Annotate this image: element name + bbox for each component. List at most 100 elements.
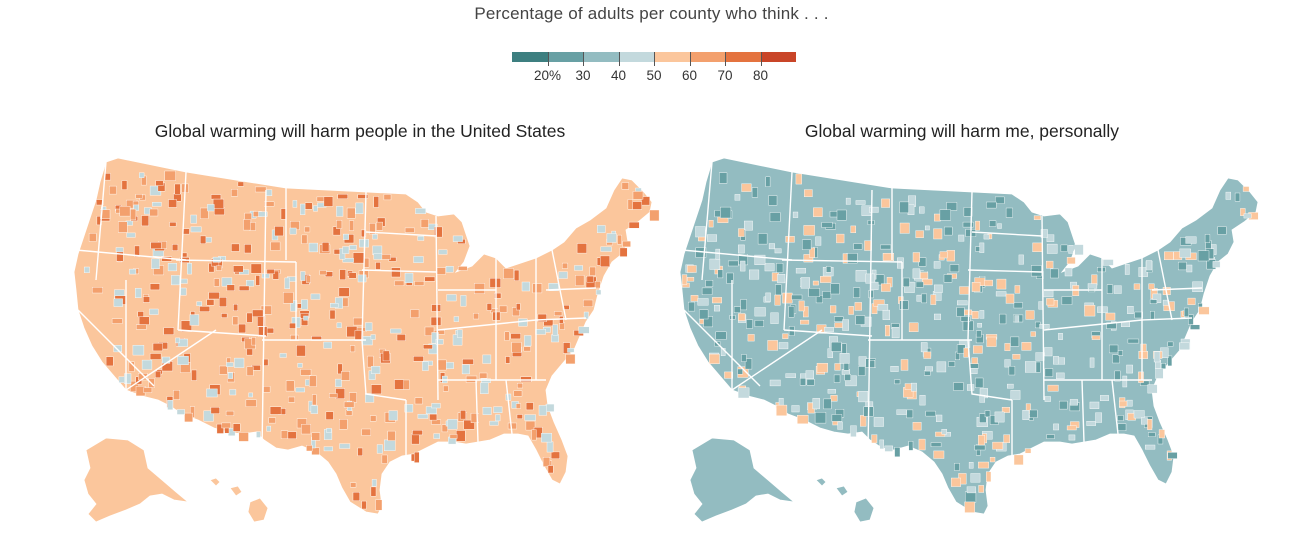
county-patch — [245, 399, 257, 408]
county-patch — [907, 204, 915, 216]
county-patch — [548, 283, 559, 292]
county-patch — [619, 247, 628, 257]
county-patch — [915, 281, 924, 288]
county-patch — [371, 365, 381, 374]
county-patch — [512, 307, 520, 317]
county-patch — [414, 397, 423, 405]
state-border — [177, 171, 187, 331]
county-patch — [934, 313, 942, 320]
county-patch — [936, 414, 943, 422]
county-patch — [565, 354, 576, 365]
county-patch — [513, 390, 523, 397]
county-patch — [808, 288, 820, 298]
county-patch — [924, 366, 933, 372]
county-patch — [900, 359, 909, 371]
county-patch — [1069, 399, 1078, 406]
county-patch — [1044, 396, 1051, 402]
county-patch — [919, 395, 926, 406]
county-patch — [768, 195, 778, 206]
county-patch — [1186, 264, 1193, 273]
county-patch — [979, 310, 985, 319]
county-patch — [218, 297, 227, 307]
county-patch — [1044, 368, 1054, 377]
county-patch — [1031, 265, 1042, 277]
county-patch — [380, 254, 391, 260]
county-patch — [744, 358, 753, 370]
state-border — [361, 269, 437, 273]
county-patch — [449, 434, 458, 439]
county-patch — [858, 356, 867, 366]
county-patch — [542, 457, 551, 467]
county-patch — [951, 477, 961, 487]
county-patch — [489, 420, 499, 426]
county-patch — [433, 433, 440, 439]
county-patch — [295, 387, 305, 393]
contiguous-us — [679, 157, 1259, 515]
county-patch — [532, 283, 543, 294]
county-patch — [1005, 207, 1013, 218]
state-border — [77, 309, 155, 387]
county-patch — [833, 374, 841, 383]
county-patch — [141, 359, 153, 370]
county-patch — [958, 234, 965, 242]
legend-label-30: 30 — [575, 68, 591, 83]
county-patch — [463, 419, 475, 430]
state-border — [75, 249, 187, 261]
county-patch — [339, 269, 346, 280]
county-patch — [221, 422, 231, 429]
county-patch — [541, 433, 552, 443]
county-patch — [493, 406, 503, 414]
county-patch — [265, 189, 273, 197]
county-patch — [688, 301, 695, 312]
county-patch — [922, 278, 933, 286]
county-patch — [1114, 370, 1121, 382]
county-patch — [1038, 301, 1044, 310]
county-patch — [882, 309, 890, 321]
county-patch — [352, 252, 365, 264]
county-patch — [986, 471, 992, 482]
county-patch — [365, 322, 373, 332]
county-patch — [504, 331, 510, 341]
county-patch — [825, 266, 832, 273]
county-patch — [232, 316, 239, 326]
county-patch — [176, 409, 185, 415]
alaska-shape — [689, 437, 796, 523]
county-patch — [518, 318, 528, 327]
county-patch — [1058, 332, 1063, 340]
legend-swatch-40-50 — [618, 52, 654, 62]
county-patch — [88, 233, 97, 242]
county-patch — [118, 221, 128, 233]
county-patch — [782, 292, 793, 304]
county-patch — [894, 447, 901, 458]
county-patch — [1184, 307, 1190, 317]
county-patch — [622, 240, 631, 248]
county-patch — [1185, 236, 1197, 244]
county-patch — [785, 236, 795, 243]
legend-label-80: 80 — [752, 68, 769, 83]
county-patch — [258, 211, 268, 217]
county-patch — [769, 379, 781, 387]
county-patch — [1046, 298, 1055, 306]
county-patch — [387, 430, 396, 441]
county-patch — [437, 359, 447, 371]
county-patch — [434, 226, 443, 238]
county-patch — [339, 419, 348, 430]
county-patch — [200, 235, 207, 244]
county-patch — [1001, 407, 1010, 413]
county-patch — [827, 348, 834, 358]
county-patch — [984, 279, 993, 287]
county-patch — [266, 425, 271, 432]
county-patch — [404, 272, 414, 283]
county-patch — [869, 206, 879, 213]
county-patch — [715, 331, 727, 340]
county-patch — [121, 180, 128, 190]
county-patch — [1197, 250, 1210, 262]
county-patch — [740, 299, 747, 311]
county-patch — [997, 223, 1002, 229]
county-patch — [415, 208, 426, 214]
county-patch — [877, 303, 889, 311]
county-patch — [137, 311, 144, 318]
county-patch — [388, 410, 398, 421]
county-patch — [482, 354, 492, 364]
county-patch — [435, 338, 444, 345]
